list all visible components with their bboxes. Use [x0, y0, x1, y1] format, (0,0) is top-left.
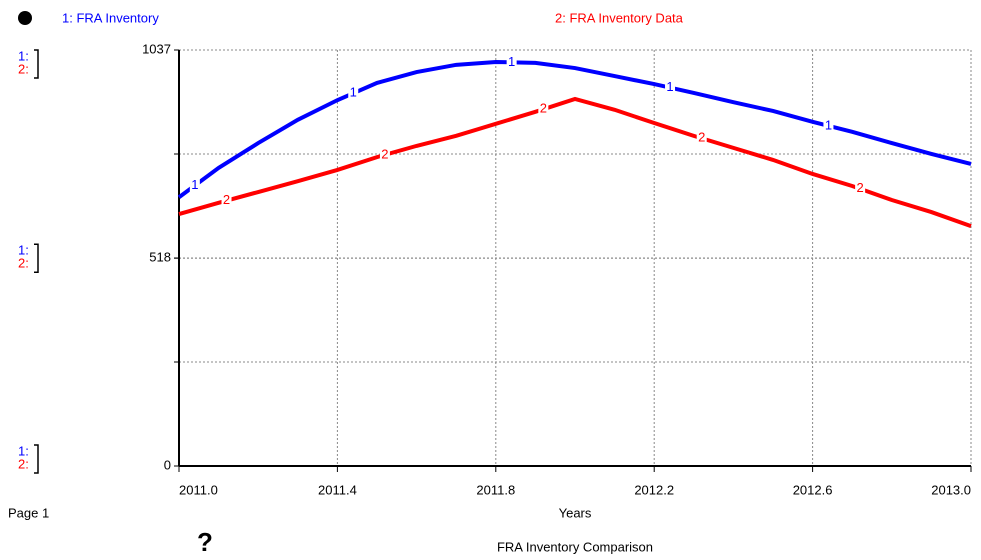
series-marker: 1: [191, 177, 198, 192]
x-tick-label: 2013.0: [931, 482, 971, 497]
series-marker-bg: [221, 193, 232, 208]
series-marker-bg: [506, 55, 517, 70]
graph-icon[interactable]: [18, 11, 32, 25]
series-marker: 2: [223, 192, 230, 207]
help-icon[interactable]: ?: [197, 527, 213, 557]
chart-title: FRA Inventory Comparison: [497, 539, 653, 554]
series-marker: 1: [825, 117, 832, 132]
series-marker-bg: [823, 118, 834, 133]
legend-entry: 1: FRA Inventory: [62, 10, 159, 25]
x-tick-label: 2011.0: [179, 482, 218, 497]
series-marker-bg: [189, 178, 200, 193]
scale-key: 1:: [18, 243, 29, 258]
y-tick-label: 1037: [142, 41, 171, 56]
legend-entry: 2: FRA Inventory Data: [555, 10, 684, 25]
page-label: Page 1: [8, 505, 49, 520]
x-tick-label: 2012.2: [634, 482, 674, 497]
series-line: [177, 60, 972, 199]
scale-key: 2:: [18, 256, 29, 271]
series-marker: 1: [666, 79, 673, 94]
x-tick-label: 2011.8: [476, 482, 515, 497]
series-marker-bg: [855, 181, 866, 196]
x-tick-label: 2012.6: [793, 482, 833, 497]
series-line: [178, 96, 972, 228]
series-marker: 1: [508, 54, 515, 69]
series-marker-bg: [348, 86, 359, 101]
series-marker-bg: [379, 147, 390, 162]
x-tick-label: 2011.4: [318, 482, 357, 497]
scale-bracket: [34, 243, 39, 273]
scale-bracket: [34, 49, 39, 79]
scale-bracket: [34, 444, 39, 474]
series-marker: 2: [381, 146, 388, 161]
series-marker-bg: [538, 102, 549, 117]
scale-key: 2:: [18, 61, 29, 76]
scale-key: 1:: [18, 48, 29, 63]
scale-key: 1:: [18, 443, 29, 458]
scale-key: 2:: [18, 456, 29, 471]
series-marker: 2: [698, 130, 705, 145]
series-marker: 2: [540, 101, 547, 116]
x-axis-label: Years: [559, 505, 592, 520]
y-tick-label: 518: [149, 250, 171, 265]
series-marker-bg: [665, 80, 676, 95]
series-marker: 2: [857, 180, 864, 195]
y-tick-label: 0: [164, 457, 171, 472]
series-marker: 1: [350, 85, 357, 100]
series-marker-bg: [696, 131, 707, 146]
